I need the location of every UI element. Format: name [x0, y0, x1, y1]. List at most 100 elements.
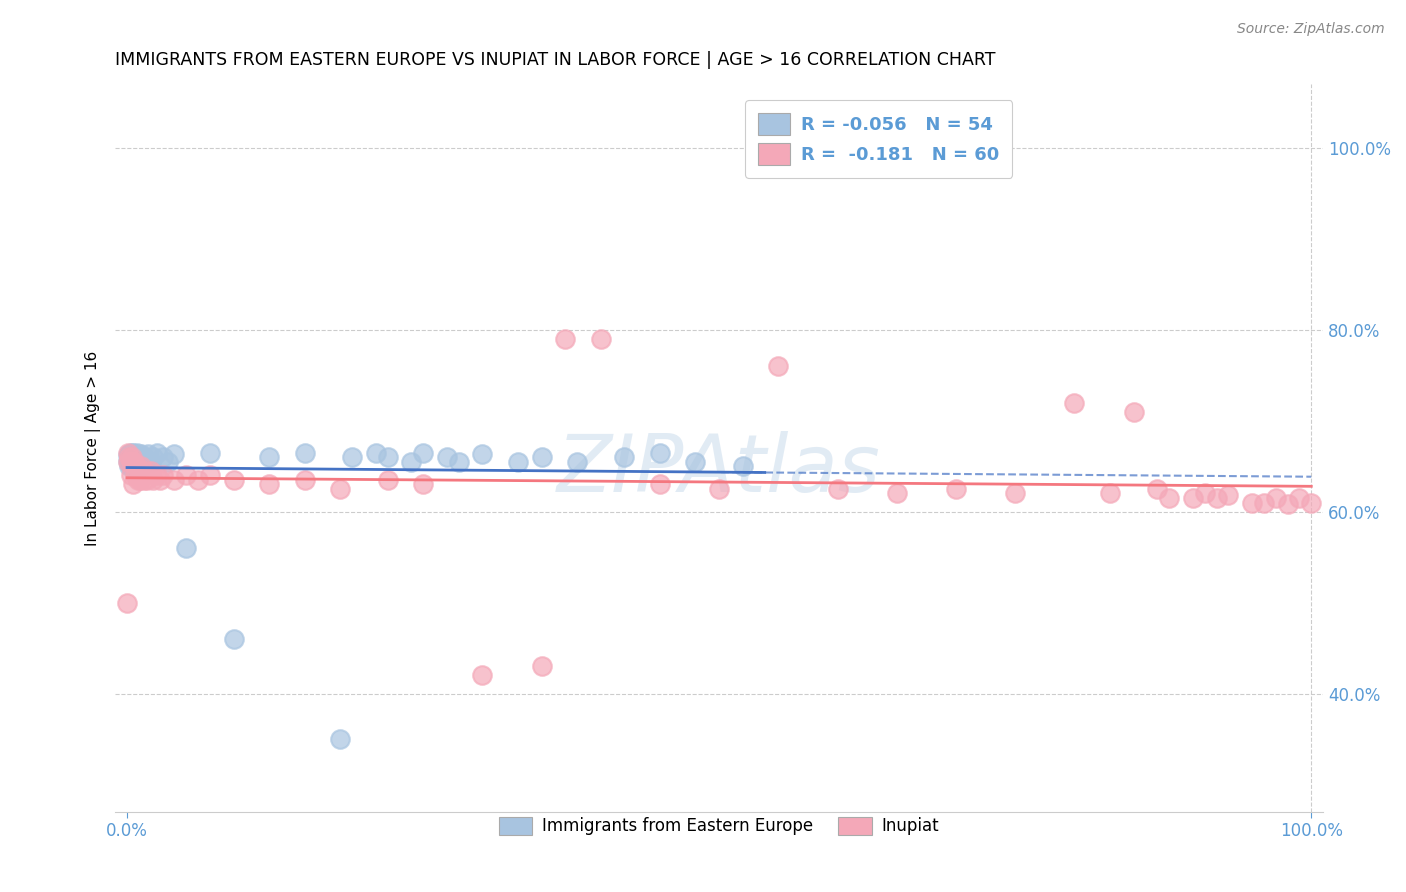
- Point: [945, 482, 967, 496]
- Point: [886, 486, 908, 500]
- Point: [506, 455, 529, 469]
- Point: [136, 473, 159, 487]
- Point: [139, 464, 162, 478]
- Point: [121, 455, 143, 469]
- Point: [163, 473, 186, 487]
- Point: [1241, 495, 1264, 509]
- Point: [127, 473, 149, 487]
- Point: [157, 455, 180, 469]
- Point: [121, 450, 143, 464]
- Point: [128, 450, 150, 464]
- Point: [1218, 488, 1240, 502]
- Point: [132, 450, 155, 464]
- Point: [1063, 395, 1085, 409]
- Point: [122, 455, 145, 469]
- Point: [118, 455, 141, 469]
- Point: [589, 332, 612, 346]
- Point: [142, 473, 165, 487]
- Point: [1122, 404, 1144, 418]
- Point: [257, 477, 280, 491]
- Point: [377, 450, 399, 464]
- Point: [122, 455, 145, 469]
- Point: [131, 459, 153, 474]
- Point: [129, 459, 152, 474]
- Point: [554, 332, 576, 346]
- Point: [118, 450, 141, 464]
- Point: [138, 447, 160, 461]
- Point: [117, 454, 139, 468]
- Point: [1264, 491, 1286, 505]
- Point: [145, 468, 167, 483]
- Point: [1159, 491, 1181, 505]
- Point: [1004, 486, 1026, 500]
- Point: [145, 445, 167, 459]
- Point: [222, 632, 245, 646]
- Point: [1146, 482, 1168, 496]
- Text: Source: ZipAtlas.com: Source: ZipAtlas.com: [1237, 22, 1385, 37]
- Point: [129, 473, 152, 487]
- Point: [648, 477, 671, 491]
- Point: [174, 541, 197, 555]
- Point: [436, 450, 458, 464]
- Point: [134, 464, 156, 478]
- Point: [125, 455, 148, 469]
- Point: [129, 455, 152, 469]
- Point: [120, 468, 142, 483]
- Point: [198, 468, 221, 483]
- Point: [152, 468, 174, 483]
- Point: [128, 458, 150, 472]
- Point: [827, 482, 849, 496]
- Point: [412, 445, 434, 459]
- Point: [174, 468, 197, 483]
- Point: [142, 450, 165, 464]
- Point: [117, 448, 139, 462]
- Point: [329, 732, 352, 747]
- Point: [257, 450, 280, 464]
- Point: [132, 473, 155, 487]
- Point: [124, 459, 146, 474]
- Point: [340, 450, 363, 464]
- Point: [471, 668, 494, 682]
- Point: [222, 473, 245, 487]
- Point: [364, 445, 387, 459]
- Point: [128, 464, 150, 478]
- Point: [471, 447, 494, 461]
- Point: [187, 473, 209, 487]
- Point: [447, 455, 470, 469]
- Point: [120, 450, 142, 464]
- Point: [125, 445, 148, 459]
- Point: [1194, 486, 1216, 500]
- Point: [1253, 495, 1275, 509]
- Point: [163, 447, 186, 461]
- Point: [135, 453, 157, 467]
- Point: [149, 473, 172, 487]
- Point: [120, 455, 142, 469]
- Point: [530, 659, 553, 673]
- Text: ZIPAtlas: ZIPAtlas: [557, 431, 882, 508]
- Point: [118, 447, 141, 461]
- Point: [117, 445, 139, 459]
- Point: [565, 455, 588, 469]
- Point: [122, 459, 145, 474]
- Point: [129, 447, 152, 461]
- Point: [768, 359, 790, 373]
- Point: [685, 455, 707, 469]
- Point: [118, 459, 141, 474]
- Point: [117, 455, 139, 469]
- Point: [1181, 491, 1204, 505]
- Point: [127, 451, 149, 466]
- Point: [530, 450, 553, 464]
- Point: [152, 450, 174, 464]
- Point: [401, 455, 423, 469]
- Point: [122, 445, 145, 459]
- Point: [1288, 491, 1310, 505]
- Point: [1098, 486, 1121, 500]
- Point: [115, 596, 138, 610]
- Point: [294, 445, 316, 459]
- Point: [122, 447, 145, 461]
- Point: [377, 473, 399, 487]
- Point: [125, 459, 148, 474]
- Point: [731, 459, 754, 474]
- Point: [139, 455, 162, 469]
- Point: [120, 445, 142, 459]
